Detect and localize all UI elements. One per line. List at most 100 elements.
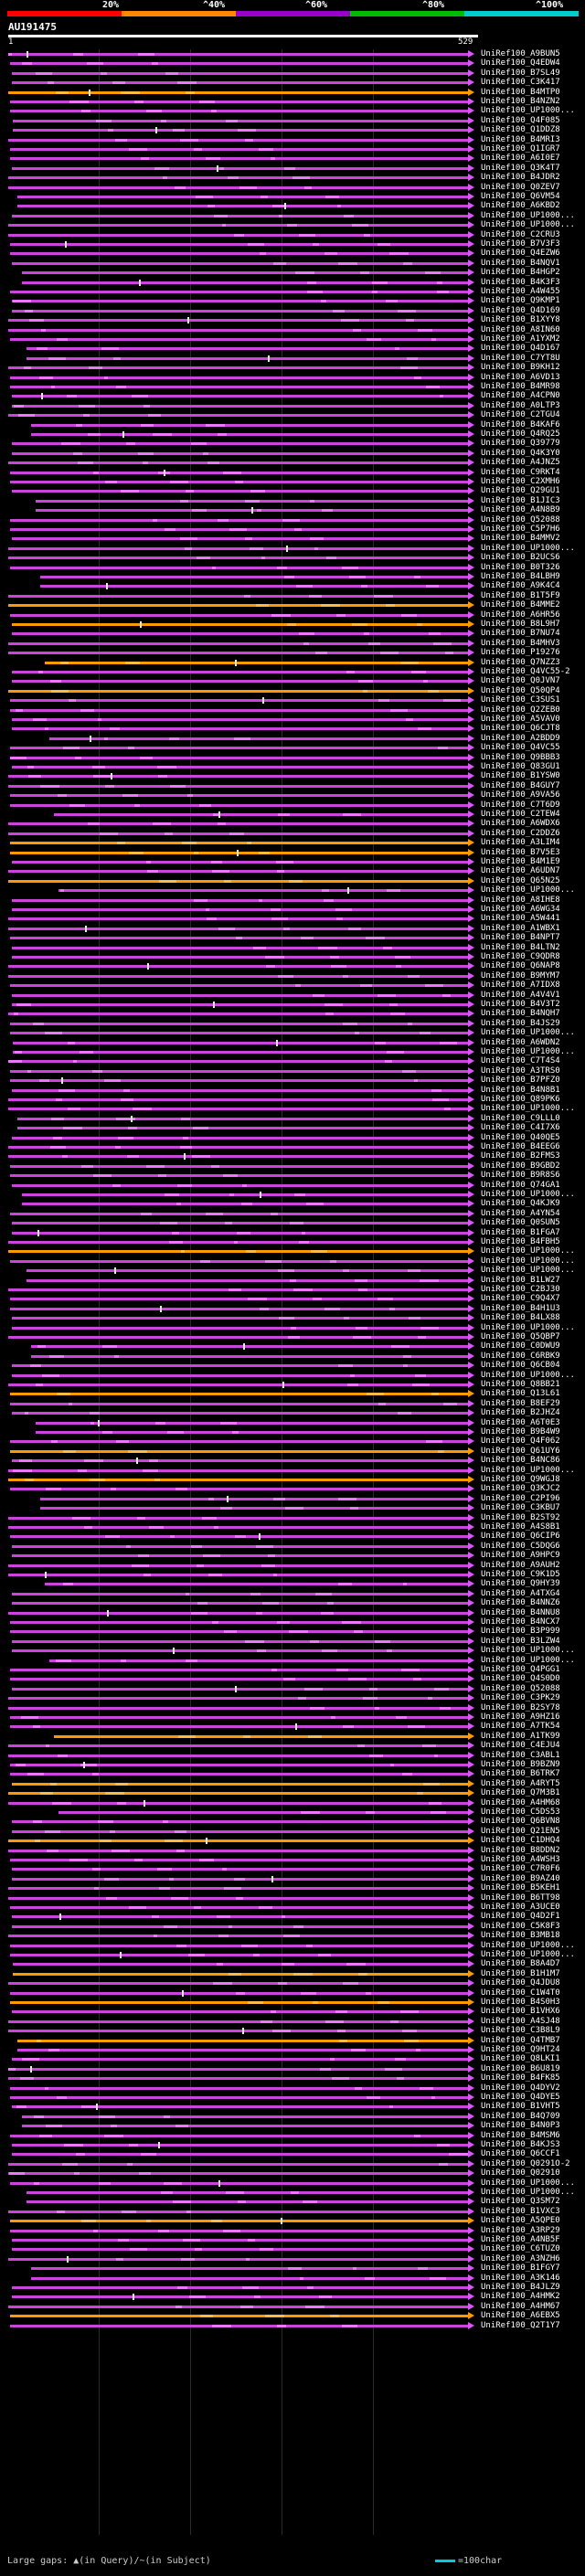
hit-name[interactable]: UniRef100_B9AZ40 [481, 1873, 560, 1883]
hit-row[interactable]: UniRef100_C5DQG6 [0, 1542, 585, 1552]
hit-row[interactable]: UniRef100_B4H1U3 [0, 1304, 585, 1314]
hit-name[interactable]: UniRef100_B4NNZ6 [481, 1598, 560, 1608]
hit-name[interactable]: UniRef100_C2DDZ6 [481, 828, 560, 838]
hit-name[interactable]: UniRef100_A3UCE0 [481, 1903, 560, 1912]
hit-row[interactable]: UniRef100_Q4KJK9 [0, 1199, 585, 1209]
hit-name[interactable]: UniRef100_UP1000... [481, 1655, 575, 1665]
hit-row[interactable]: UniRef100_C9Q4X7 [0, 1294, 585, 1304]
hit-row[interactable]: UniRef100_B4LX88 [0, 1313, 585, 1323]
hit-name[interactable]: UniRef100_B7NU74 [481, 629, 560, 639]
hit-row[interactable]: UniRef100_C3B8L9 [0, 2026, 585, 2036]
hit-name[interactable]: UniRef100_B3MB18 [481, 1931, 560, 1941]
hit-row[interactable]: UniRef100_B4KAF6 [0, 420, 585, 430]
hit-name[interactable]: UniRef100_Q39779 [481, 439, 560, 449]
hit-row[interactable]: UniRef100_C4EJU4 [0, 1741, 585, 1751]
hit-name[interactable]: UniRef100_A5VAV0 [481, 715, 560, 724]
hit-row[interactable]: UniRef100_B4MSM6 [0, 2131, 585, 2141]
hit-name[interactable]: UniRef100_UP1000... [481, 1190, 575, 1199]
hit-name[interactable]: UniRef100_C3B8L9 [481, 2026, 560, 2036]
hit-row[interactable]: UniRef100_Q52088 [0, 1684, 585, 1694]
hit-name[interactable]: UniRef100_Q89PK6 [481, 1095, 560, 1104]
hit-row[interactable]: UniRef100_B7NU74 [0, 629, 585, 639]
hit-row[interactable]: UniRef100_A6UDN7 [0, 866, 585, 876]
hit-row[interactable]: UniRef100_B4FBH5 [0, 1237, 585, 1247]
hit-row[interactable]: UniRef100_B4Q709 [0, 2112, 585, 2122]
hit-row[interactable]: UniRef100_B0T326 [0, 563, 585, 573]
hit-name[interactable]: UniRef100_A4TXG4 [481, 1588, 560, 1598]
hit-row[interactable]: UniRef100_A4WSH3 [0, 1855, 585, 1865]
hit-name[interactable]: UniRef100_Q4EDW4 [481, 58, 560, 69]
hit-name[interactable]: UniRef100_C3ABL1 [481, 1750, 560, 1760]
hit-row[interactable]: UniRef100_C9K1D5 [0, 1570, 585, 1580]
hit-name[interactable]: UniRef100_B4MTP0 [481, 87, 560, 97]
hit-name[interactable]: UniRef100_UP1000... [481, 2188, 575, 2197]
hit-name[interactable]: UniRef100_Q9WGJ8 [481, 1475, 560, 1484]
hit-row[interactable]: UniRef100_A4YN54 [0, 1209, 585, 1219]
hit-row[interactable]: UniRef100_UP1000... [0, 1028, 585, 1038]
hit-row[interactable]: UniRef100_C3PK29 [0, 1693, 585, 1703]
hit-row[interactable]: UniRef100_B2FMS3 [0, 1151, 585, 1161]
hit-name[interactable]: UniRef100_UP1000... [481, 210, 575, 220]
hit-name[interactable]: UniRef100_B1JIC3 [481, 495, 560, 505]
hit-row[interactable]: UniRef100_UP1000... [0, 2178, 585, 2189]
hit-row[interactable]: UniRef100_Q4RQ25 [0, 429, 585, 440]
hit-row[interactable]: UniRef100_UP1000... [0, 211, 585, 221]
hit-row[interactable]: UniRef100_UP1000... [0, 1466, 585, 1476]
hit-name[interactable]: UniRef100_A3RP29 [481, 2225, 560, 2235]
hit-name[interactable]: UniRef100_Q02910 [481, 2168, 560, 2178]
hit-row[interactable]: UniRef100_A6EBX5 [0, 2311, 585, 2321]
hit-name[interactable]: UniRef100_C5K8F3 [481, 1921, 560, 1931]
hit-name[interactable]: UniRef100_A0LTP3 [481, 400, 560, 410]
hit-name[interactable]: UniRef100_B1FGA7 [481, 1227, 560, 1237]
hit-row[interactable]: UniRef100_B4JDR2 [0, 173, 585, 183]
hit-name[interactable]: UniRef100_UP1000... [481, 1047, 575, 1056]
hit-name[interactable]: UniRef100_A6HR56 [481, 610, 560, 620]
hit-row[interactable]: UniRef100_B4LTN2 [0, 943, 585, 953]
hit-row[interactable]: UniRef100_B4NQH7 [0, 1009, 585, 1019]
hit-row[interactable]: UniRef100_UP1000... [0, 1941, 585, 1951]
hit-row[interactable]: UniRef100_C2TEW4 [0, 810, 585, 820]
hit-name[interactable]: UniRef100_B6TRK7 [481, 1769, 560, 1779]
hit-row[interactable]: UniRef100_B2ST92 [0, 1513, 585, 1523]
hit-row[interactable]: UniRef100_UP1000... [0, 1047, 585, 1057]
hit-name[interactable]: UniRef100_A9HPC9 [481, 1551, 560, 1561]
hit-name[interactable]: UniRef100_Q6CCF1 [481, 2149, 560, 2159]
hit-name[interactable]: UniRef100_Q4VC55 [481, 743, 560, 753]
hit-row[interactable]: UniRef100_Q83GU1 [0, 762, 585, 772]
hit-row[interactable]: UniRef100_A3K146 [0, 2274, 585, 2284]
hit-row[interactable]: UniRef100_B4MMV2 [0, 534, 585, 544]
hit-row[interactable]: UniRef100_C5DS53 [0, 1807, 585, 1818]
hit-row[interactable]: UniRef100_Q13L61 [0, 1389, 585, 1399]
hit-row[interactable]: UniRef100_A9VA56 [0, 790, 585, 800]
hit-row[interactable]: UniRef100_B3MB18 [0, 1931, 585, 1941]
hit-name[interactable]: UniRef100_B1VXC3 [481, 2206, 560, 2216]
hit-name[interactable]: UniRef100_C1DHQ4 [481, 1836, 560, 1846]
hit-name[interactable]: UniRef100_B2JHZ4 [481, 1408, 560, 1418]
hit-name[interactable]: UniRef100_A8IHE8 [481, 895, 560, 905]
hit-name[interactable]: UniRef100_Q52088 [481, 514, 560, 525]
hit-name[interactable]: UniRef100_B4NC86 [481, 1456, 560, 1466]
hit-name[interactable]: UniRef100_A6I0E7 [481, 154, 560, 164]
hit-row[interactable]: UniRef100_A8IHE8 [0, 896, 585, 906]
hit-row[interactable]: UniRef100_A6T0E3 [0, 1418, 585, 1428]
hit-row[interactable]: UniRef100_A5W441 [0, 914, 585, 924]
hit-row[interactable]: UniRef100_C6TUZ0 [0, 2244, 585, 2254]
hit-row[interactable]: UniRef100_C6RBK9 [0, 1352, 585, 1362]
hit-row[interactable]: UniRef100_A4HM68 [0, 1798, 585, 1808]
hit-row[interactable]: UniRef100_B8L9H7 [0, 620, 585, 630]
hit-name[interactable]: UniRef100_Q6CIP6 [481, 1532, 560, 1542]
hit-row[interactable]: UniRef100_B8EF29 [0, 1399, 585, 1409]
hit-name[interactable]: UniRef100_A4NB5F [481, 2235, 560, 2244]
hit-row[interactable]: UniRef100_UP1000... [0, 1646, 585, 1656]
hit-row[interactable]: UniRef100_Q6CJT8 [0, 724, 585, 734]
hit-row[interactable]: UniRef100_Q4EZW6 [0, 249, 585, 259]
hit-row[interactable]: UniRef100_Q8BB21 [0, 1380, 585, 1390]
hit-row[interactable]: UniRef100_Q3SM72 [0, 2197, 585, 2207]
hit-name[interactable]: UniRef100_C7T4S4 [481, 1056, 560, 1066]
hit-row[interactable]: UniRef100_Q4TMB7 [0, 2036, 585, 2046]
hit-row[interactable]: UniRef100_Q0SUN5 [0, 1218, 585, 1228]
hit-name[interactable]: UniRef100_Q4D2F1 [481, 1912, 560, 1922]
hit-name[interactable]: UniRef100_Q9KMP1 [481, 296, 560, 306]
hit-row[interactable]: UniRef100_B4EEG6 [0, 1142, 585, 1152]
hit-row[interactable]: UniRef100_B9MYM7 [0, 971, 585, 981]
